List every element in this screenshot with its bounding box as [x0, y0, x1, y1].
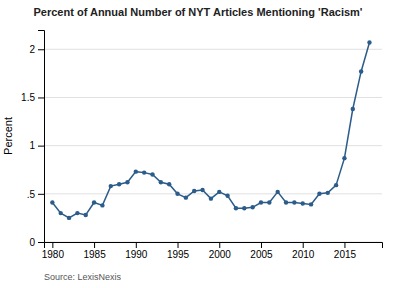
point [142, 170, 146, 174]
x-tick: 1985 [83, 242, 106, 260]
point [275, 190, 279, 194]
point [159, 180, 163, 184]
point [284, 200, 288, 204]
y-tick-label: 2 [29, 44, 35, 55]
point [259, 200, 263, 204]
y-axis: 0 .5 1 1.5 2 [21, 31, 44, 248]
y-tick-label: 1 [29, 140, 35, 151]
x-tick-mark [219, 242, 220, 248]
x-tick: 1980 [42, 242, 65, 260]
point [134, 169, 138, 173]
point [234, 206, 238, 210]
grid-line [44, 193, 382, 194]
x-tick-mark [94, 242, 95, 248]
plot-area [50, 40, 372, 220]
point [209, 196, 213, 200]
point [301, 201, 305, 205]
point [67, 216, 71, 220]
point [250, 205, 254, 209]
x-tick-mark [52, 242, 53, 248]
y-axis-line [38, 31, 45, 243]
x-tick-mark [261, 242, 262, 248]
x-tick: 2015 [334, 242, 357, 260]
x-tick: 1990 [125, 242, 148, 260]
point [242, 206, 246, 210]
point [75, 211, 79, 215]
point [92, 200, 96, 204]
point [267, 200, 271, 204]
y-tick: .5 [27, 189, 44, 200]
point [192, 189, 196, 193]
point [100, 203, 104, 207]
grid-line [44, 97, 382, 98]
point [326, 191, 330, 195]
chart: 1980 1985 1990 1995 2000 2005 2010 2015 0 .5 1 1.5 2… [0, 0, 396, 288]
x-tick-label: 1980 [42, 249, 65, 260]
point [167, 182, 171, 186]
x-tick-mark [344, 242, 345, 248]
point [359, 69, 363, 73]
point [184, 195, 188, 199]
point [117, 182, 121, 186]
x-tick: 2005 [250, 242, 273, 260]
x-tick-label: 2005 [250, 249, 273, 260]
point [351, 107, 355, 111]
point [84, 213, 88, 217]
point [334, 183, 338, 187]
x-tick-label: 1985 [83, 249, 106, 260]
y-tick-mark [38, 49, 44, 50]
point [217, 190, 221, 194]
point [125, 180, 129, 184]
grid [44, 49, 382, 242]
point [150, 172, 154, 176]
point [200, 188, 204, 192]
y-tick-label: 0 [29, 237, 35, 248]
point [175, 192, 179, 196]
grid-line [44, 145, 382, 146]
point [342, 156, 346, 160]
y-tick-mark [38, 194, 44, 195]
y-tick: 1.5 [21, 92, 44, 103]
point [225, 194, 229, 198]
point [109, 184, 113, 188]
y-tick: 0 [29, 237, 44, 248]
line [52, 43, 369, 218]
x-tick-label: 1995 [167, 249, 190, 260]
point [309, 202, 313, 206]
point [50, 200, 54, 204]
x-tick-label: 2010 [292, 249, 315, 260]
x-tick-mark [303, 242, 304, 248]
y-tick-mark [38, 242, 44, 243]
y-tick-mark [38, 146, 44, 147]
x-tick-mark [136, 242, 137, 248]
x-tick: 2000 [209, 242, 232, 260]
y-tick-label: .5 [27, 189, 36, 200]
y-tick: 2 [29, 44, 44, 55]
annotation: Source: LexisNexis [44, 272, 122, 282]
point [292, 200, 296, 204]
point [317, 192, 321, 196]
x-axis-line [45, 243, 383, 249]
x-tick-label: 2015 [334, 249, 357, 260]
grid-line [44, 49, 382, 50]
point [367, 40, 371, 44]
x-tick-mark [178, 242, 179, 248]
y-tick-label: 1.5 [21, 92, 35, 103]
y-tick-mark [38, 97, 44, 98]
y-tick: 1 [29, 140, 44, 151]
x-tick-label: 1990 [125, 249, 148, 260]
x-tick-label: 2000 [209, 249, 232, 260]
point [58, 211, 62, 215]
title: Percent of Annual Number of NYT Articles… [34, 6, 363, 18]
x-axis: 1980 1985 1990 1995 2000 2005 2010 2015 [42, 242, 383, 260]
x-tick: 2010 [292, 242, 315, 260]
y-axis-title: Percent [2, 117, 14, 155]
x-tick: 1995 [167, 242, 190, 260]
